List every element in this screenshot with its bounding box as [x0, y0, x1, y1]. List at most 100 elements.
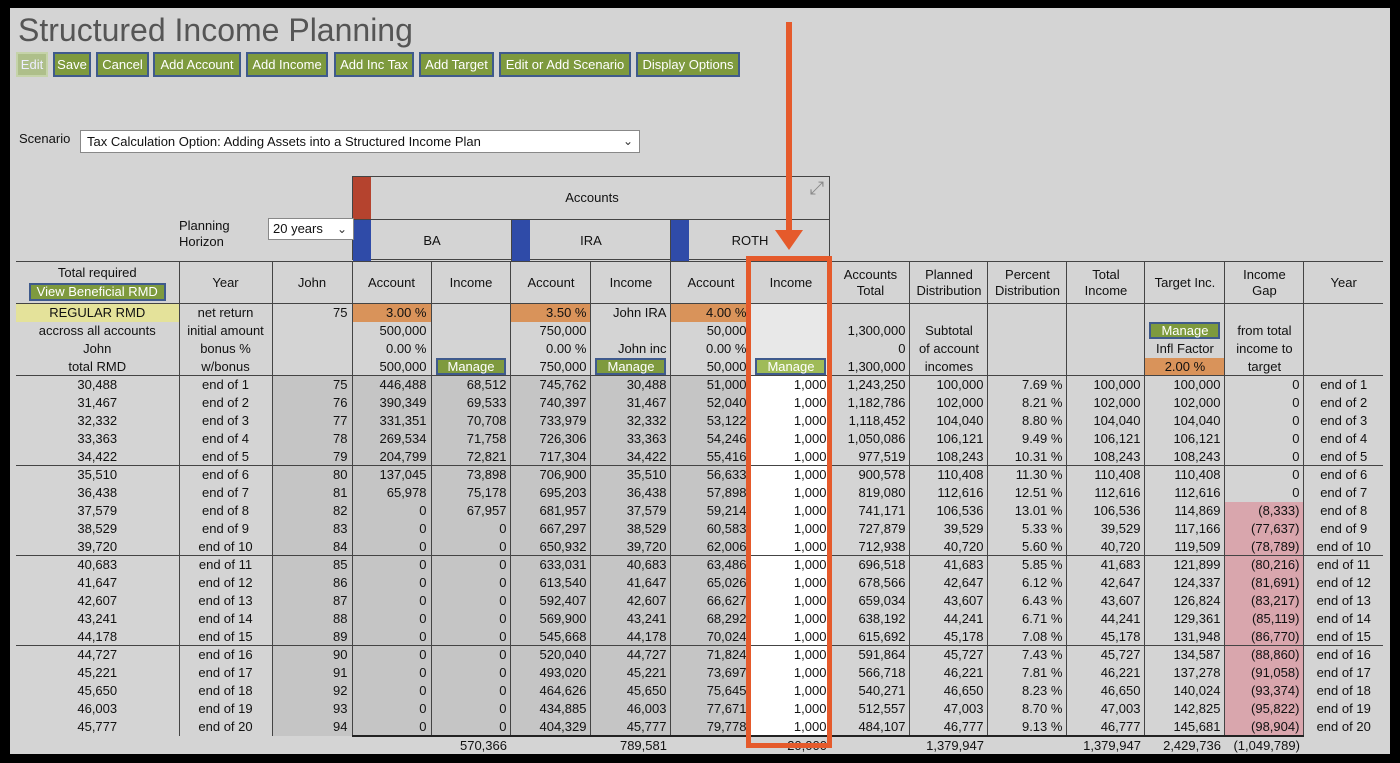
total-cell: 789,581	[590, 734, 671, 754]
param-cell	[750, 321, 831, 340]
manage-button[interactable]: Manage	[435, 357, 507, 375]
table-cell[interactable]: 1,000	[750, 483, 831, 502]
john-header: John	[271, 261, 352, 304]
cancel-button[interactable]: Cancel	[96, 52, 149, 77]
table-cell: 106,121	[909, 429, 988, 448]
ira-income-header: Income	[590, 261, 671, 304]
table-cell: 137,045	[351, 465, 431, 484]
table-cell[interactable]: 1,000	[750, 393, 831, 412]
table-cell: 79	[271, 447, 352, 466]
table-cell: 52,040	[670, 393, 751, 412]
table-cell[interactable]: 1,000	[750, 537, 831, 556]
view-beneficial-rmd-button[interactable]: View Beneficial RMD	[28, 282, 166, 301]
table-cell: 40,683	[16, 555, 179, 574]
table-cell: 71,758	[430, 429, 511, 448]
edit-or-add-scenario-button[interactable]: Edit or Add Scenario	[499, 52, 631, 77]
table-cell[interactable]: 1,000	[750, 645, 831, 664]
table-cell: (78,789)	[1224, 537, 1304, 556]
table-cell: 78	[271, 429, 352, 448]
save-button[interactable]: Save	[53, 52, 91, 77]
target-manage-button[interactable]: Manage	[1149, 322, 1221, 339]
add-target-button[interactable]: Add Target	[419, 52, 494, 77]
table-cell: 7.43 %	[987, 645, 1067, 664]
table-row: 38,529 end of 9 83 0 0 667,297 38,529 60,583 1,0…	[16, 519, 1383, 538]
table-row: 45,650 end of 18 92 0 0 464,626 45,650 75,645 1,…	[16, 681, 1383, 700]
param-cell: 500,000	[351, 321, 431, 340]
table-cell: 390,349	[351, 393, 431, 412]
table-cell: 106,121	[1066, 429, 1145, 448]
table-cell: 42,607	[590, 591, 671, 610]
table-cell: (81,691)	[1224, 573, 1304, 592]
param-cell	[830, 303, 910, 322]
table-cell[interactable]: 1,000	[750, 555, 831, 574]
param-cell: John IRA	[590, 303, 671, 322]
table-cell: 72,821	[430, 447, 511, 466]
table-cell: end of 20	[178, 717, 272, 736]
table-cell: end of 4	[178, 429, 272, 448]
table-cell: 1,118,452	[830, 411, 910, 430]
table-cell: 106,536	[1066, 501, 1145, 520]
table-cell[interactable]: 1,000	[750, 411, 831, 430]
table-cell: 8.21 %	[987, 393, 1067, 412]
table-cell[interactable]: 1,000	[750, 699, 831, 718]
table-cell: 75,645	[670, 681, 751, 700]
planning-horizon-label: Planning Horizon	[179, 218, 230, 250]
page-title: Structured Income Planning	[18, 12, 413, 48]
table-cell: 6.12 %	[987, 573, 1067, 592]
table-row: 40,683 end of 11 85 0 0 633,031 40,683 63,486 1,…	[16, 555, 1383, 574]
table-cell: 5.33 %	[987, 519, 1067, 538]
table-cell: 37,579	[77, 503, 118, 518]
table-cell: 633,031	[510, 555, 591, 574]
table-cell[interactable]: 1,000	[750, 573, 831, 592]
table-cell: (95,822)	[1224, 699, 1304, 718]
table-cell[interactable]: 1,000	[750, 717, 831, 736]
account-group-label: BA	[423, 233, 441, 248]
table-cell: 484,107	[830, 717, 910, 736]
table-cell: 68,292	[670, 609, 751, 628]
add-account-button[interactable]: Add Account	[153, 52, 241, 77]
table-cell[interactable]: 1,000	[750, 375, 831, 394]
table-row: 45,777 end of 20 94 0 0 404,329 45,777 79,778 1,…	[16, 717, 1383, 736]
add-income-button[interactable]: Add Income	[246, 52, 328, 77]
scenario-select[interactable]: Tax Calculation Option: Adding Assets in…	[80, 130, 640, 153]
param-cell: net return	[178, 303, 272, 322]
edit-button[interactable]: Edit	[16, 52, 48, 77]
table-cell: (80,216)	[1224, 555, 1304, 574]
planning-horizon-select[interactable]: 20 years ⌄	[268, 218, 354, 240]
total-cell: 1,379,947	[1066, 734, 1145, 754]
table-cell: 0	[430, 663, 511, 682]
table-cell[interactable]: 1,000	[750, 447, 831, 466]
add-inc-tax-button[interactable]: Add Inc Tax	[334, 52, 414, 77]
table-cell: (8,333)	[1224, 501, 1304, 520]
year-header: Year	[178, 261, 272, 304]
table-cell: 0	[1224, 447, 1304, 466]
table-cell[interactable]: 1,000	[750, 501, 831, 520]
table-cell: 493,020	[510, 663, 591, 682]
param-cell: of account	[909, 339, 988, 358]
table-cell: 131,948	[1144, 627, 1225, 646]
param-cell: accross all accounts	[38, 323, 156, 338]
table-cell: 726,306	[510, 429, 591, 448]
table-cell[interactable]: 1,000	[750, 681, 831, 700]
table-cell[interactable]: 1,000	[750, 465, 831, 484]
account-group-label: IRA	[580, 233, 602, 248]
table-cell[interactable]: 1,000	[750, 627, 831, 646]
table-cell: 79,778	[670, 717, 751, 736]
table-cell: 67,957	[430, 501, 511, 520]
collapse-arrows-icon[interactable]: ⤢	[809, 178, 825, 198]
param-cell: Subtotal	[909, 321, 988, 340]
table-cell: 108,243	[909, 447, 988, 466]
table-cell[interactable]: 1,000	[750, 429, 831, 448]
manage-button[interactable]: Manage	[595, 357, 667, 375]
manage-button[interactable]: Manage	[755, 357, 827, 375]
table-cell[interactable]: 1,000	[750, 591, 831, 610]
table-cell[interactable]: 1,000	[750, 663, 831, 682]
param-cell: REGULAR RMD	[16, 303, 179, 322]
display-options-button[interactable]: Display Options	[636, 52, 740, 77]
table-cell: 104,040	[909, 411, 988, 430]
table-cell[interactable]: 1,000	[750, 609, 831, 628]
table-cell[interactable]: 1,000	[750, 519, 831, 538]
table-cell: 0	[351, 717, 431, 736]
table-cell: 93	[271, 699, 352, 718]
table-cell: 73,697	[670, 663, 751, 682]
